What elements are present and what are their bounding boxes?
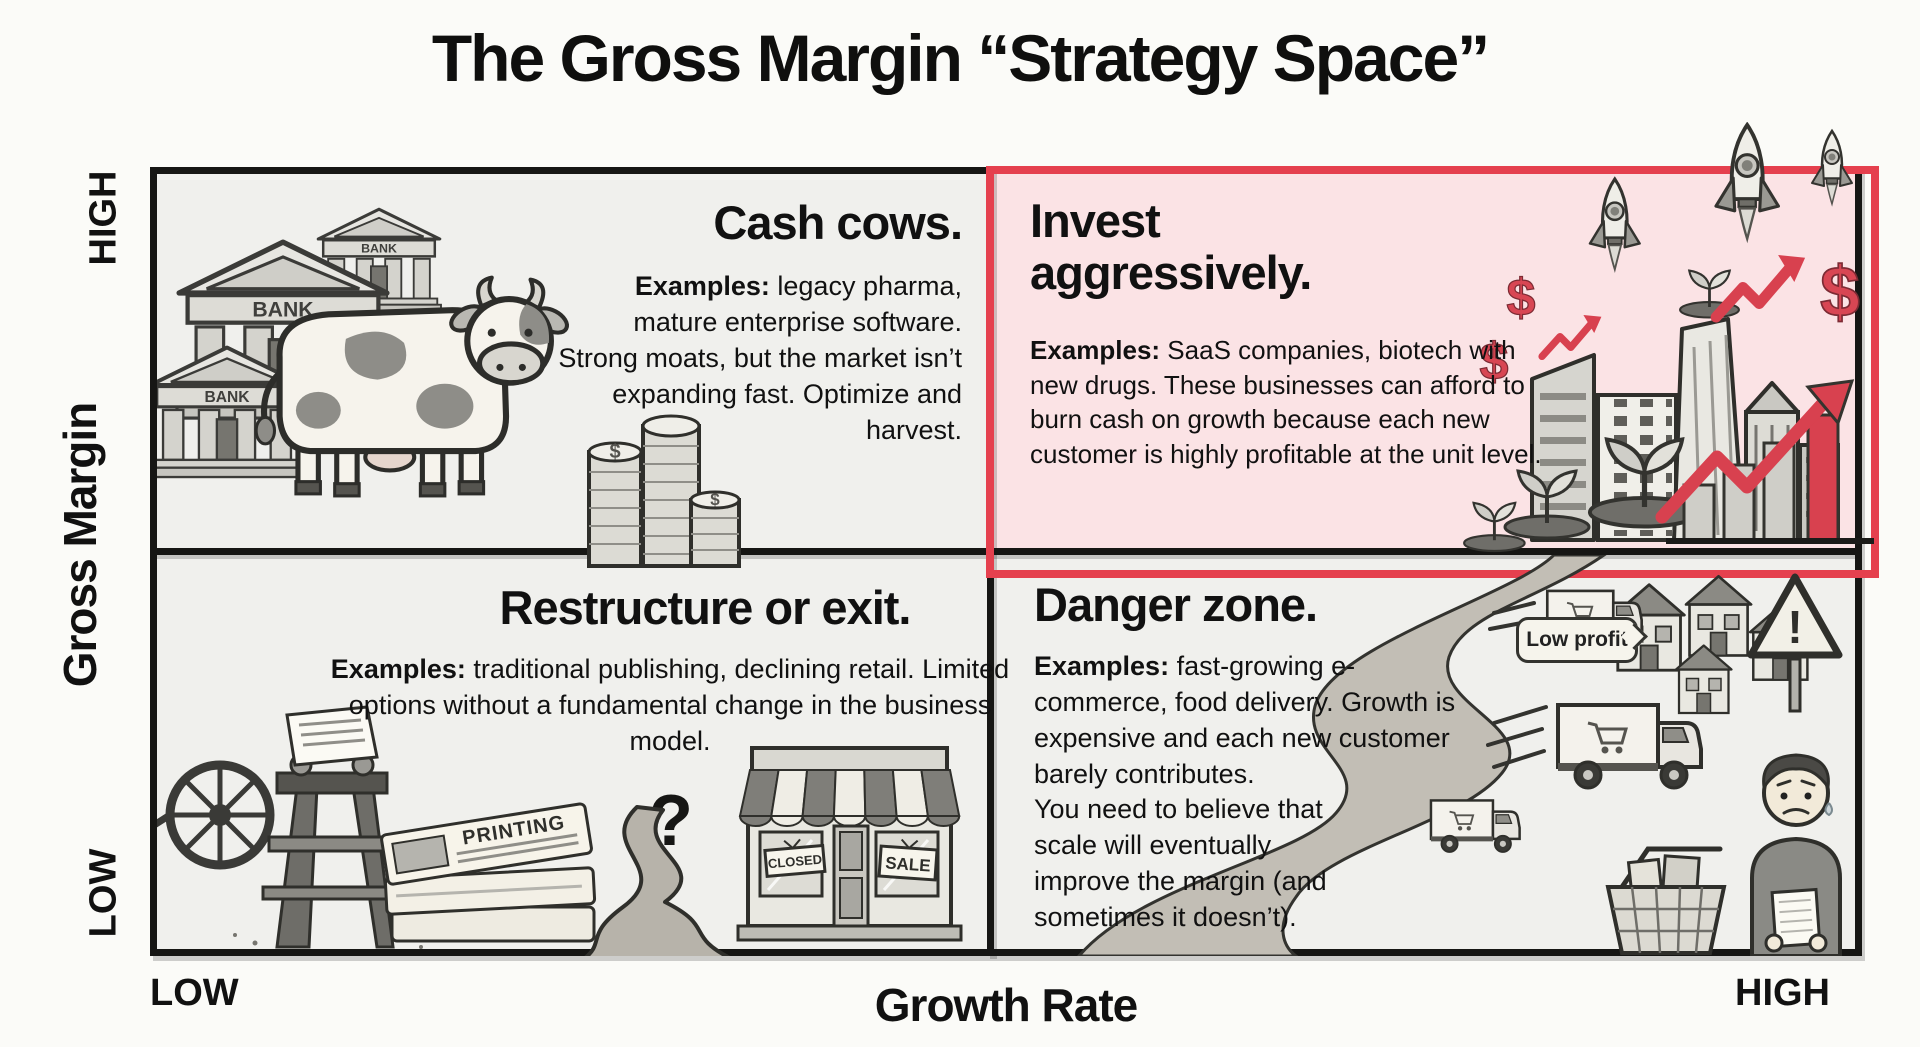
y-axis-label: Gross Margin — [54, 402, 106, 688]
restructure-heading: Restructure or exit. — [499, 581, 912, 634]
speed-lines — [1486, 601, 1548, 769]
shop-icon: CLOSED SALE — [736, 746, 963, 942]
body-text: legacy pharma, mature enterprise softwar… — [558, 271, 962, 445]
invest-illustration — [1462, 123, 1874, 553]
growth-chart-icon — [1655, 379, 1874, 544]
examples-label: Examples: — [634, 271, 770, 301]
x-axis-label: Growth Rate — [874, 979, 1138, 1031]
closed-sign: CLOSED — [767, 852, 822, 872]
coin-dollar-glyph: $ — [710, 490, 720, 509]
invest-heading: Invest aggressively. — [1030, 194, 1312, 299]
restructure-illustration: PRINTING ? — [157, 705, 963, 956]
horizontal-divider — [150, 548, 1862, 555]
page-title: The Gross Margin “Strategy Space” — [431, 21, 1490, 95]
danger-illustration: ! — [1077, 555, 1843, 956]
cow-icon — [254, 275, 570, 498]
shopping-basket-icon — [1605, 846, 1727, 955]
cash-cows-illustration: $ $ — [157, 207, 741, 568]
warning-sign-icon: ! — [1747, 573, 1843, 713]
coin-stacks-icon: $ $ — [587, 414, 741, 568]
newspaper-stack-icon: PRINTING — [380, 802, 597, 943]
examples-label: Examples: — [1030, 335, 1161, 365]
strategy-matrix: $ $ — [150, 123, 1879, 956]
body-text: traditional publishing, declining retail… — [348, 654, 1010, 756]
body-text: fast-growing e-commerce, food delivery. … — [1034, 651, 1456, 789]
low-profit-bubble: Low profit — [1516, 617, 1638, 663]
examples-label: Examples: — [1034, 651, 1170, 681]
sale-sign: SALE — [885, 853, 932, 875]
cash-cows-heading: Cash cows. — [713, 196, 963, 249]
warning-exclamation: ! — [1787, 601, 1802, 653]
printing-press-icon — [157, 705, 423, 949]
invest-body: Examples: SaaS companies, biotech with n… — [1030, 333, 1570, 471]
road-icon — [1077, 555, 1607, 956]
coin-dollar-glyph: $ — [609, 441, 620, 463]
x-axis-high-tick: HIGH — [1735, 972, 1830, 1014]
cash-cows-body: Examples: legacy pharma, mature enterpri… — [552, 269, 962, 449]
winding-road-icon — [584, 805, 731, 956]
x-axis-low-tick: LOW — [150, 972, 239, 1014]
body-text: SaaS companies, biotech with new drugs. … — [1030, 335, 1542, 469]
danger-heading: Danger zone. — [1034, 578, 1318, 631]
worried-person-icon — [1750, 753, 1842, 956]
restructure-body: Examples: traditional publishing, declin… — [320, 652, 1020, 760]
y-axis-low-tick: LOW — [82, 848, 125, 938]
examples-label: Examples: — [330, 654, 466, 684]
danger-body: Examples: fast-growing e-commerce, food … — [1034, 649, 1479, 793]
danger-body-2: You need to believe that scale will even… — [1034, 794, 1327, 932]
y-axis-high-tick: HIGH — [82, 170, 125, 266]
